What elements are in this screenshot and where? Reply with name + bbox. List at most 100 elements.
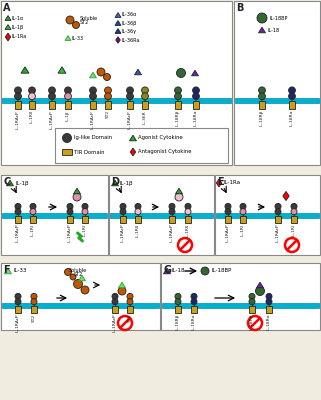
Text: IL-1β: IL-1β [66, 110, 70, 120]
Circle shape [291, 203, 297, 210]
Circle shape [259, 93, 265, 100]
Polygon shape [116, 37, 120, 43]
Bar [127, 101, 133, 108]
Circle shape [67, 209, 73, 215]
Polygon shape [111, 180, 118, 186]
Text: IL-18Rβ: IL-18Rβ [176, 314, 180, 330]
Text: IL-36R: IL-36R [143, 110, 147, 124]
Circle shape [14, 87, 22, 94]
Bar [289, 101, 295, 108]
Circle shape [70, 274, 76, 280]
Circle shape [15, 203, 21, 210]
Bar [15, 101, 21, 108]
Text: C: C [3, 177, 10, 187]
Circle shape [48, 87, 56, 94]
Bar [235, 98, 319, 102]
Circle shape [193, 93, 199, 100]
Text: ST2: ST2 [106, 110, 110, 118]
Bar [216, 212, 319, 218]
Polygon shape [115, 29, 121, 33]
Text: IL-36β: IL-36β [122, 20, 137, 26]
Circle shape [73, 22, 80, 28]
Polygon shape [192, 70, 198, 76]
Text: IL-18: IL-18 [267, 28, 279, 32]
Circle shape [31, 298, 37, 305]
Bar [193, 101, 199, 108]
Circle shape [142, 93, 148, 100]
Circle shape [82, 209, 88, 215]
Circle shape [175, 93, 181, 100]
Bar [62, 149, 72, 155]
Bar [259, 101, 265, 108]
Bar [249, 306, 255, 312]
Polygon shape [129, 135, 136, 141]
Circle shape [65, 87, 71, 94]
Text: IL-1RAcP: IL-1RAcP [16, 110, 20, 128]
Circle shape [191, 293, 197, 300]
Text: IL-1RAcP: IL-1RAcP [276, 224, 280, 242]
Bar [135, 216, 141, 222]
Circle shape [66, 16, 74, 24]
Text: IL-1RAcP: IL-1RAcP [50, 110, 54, 128]
Polygon shape [283, 192, 289, 200]
Bar [82, 216, 88, 222]
Circle shape [169, 203, 175, 210]
Text: ST2: ST2 [128, 314, 132, 322]
Circle shape [175, 293, 181, 300]
Circle shape [112, 298, 118, 305]
Text: ST2: ST2 [80, 20, 89, 26]
Bar [185, 216, 191, 222]
Bar [110, 212, 213, 218]
Bar [266, 306, 272, 312]
Bar [1, 263, 160, 330]
Text: IL-1RAcP: IL-1RAcP [113, 314, 117, 332]
Text: IL-18Rα: IL-18Rα [194, 110, 198, 126]
Text: IL-1RAcP: IL-1RAcP [128, 110, 132, 128]
Circle shape [289, 87, 295, 94]
Circle shape [175, 87, 181, 94]
Bar [2, 98, 231, 102]
Text: IL-18: IL-18 [172, 268, 186, 274]
Bar [169, 216, 175, 222]
Bar [112, 306, 118, 312]
Bar [109, 175, 214, 255]
Circle shape [285, 238, 299, 252]
Polygon shape [258, 27, 265, 33]
Circle shape [256, 286, 265, 296]
Text: IL-1RI: IL-1RI [292, 224, 296, 236]
Bar [1, 1, 232, 165]
Text: IL-18Rα: IL-18Rα [192, 314, 196, 330]
Circle shape [177, 68, 186, 78]
Text: G: G [163, 265, 171, 275]
Bar [215, 175, 320, 255]
Text: IL-1RII: IL-1RII [186, 224, 190, 237]
Polygon shape [134, 69, 142, 75]
Circle shape [175, 298, 181, 305]
Text: Soluble: Soluble [69, 268, 87, 272]
Circle shape [191, 298, 197, 305]
Bar [30, 216, 36, 222]
Circle shape [29, 87, 35, 94]
Polygon shape [4, 268, 12, 274]
Circle shape [48, 93, 56, 100]
Circle shape [193, 87, 199, 94]
Text: IL-18Rβ: IL-18Rβ [250, 314, 254, 330]
Circle shape [65, 268, 72, 276]
Circle shape [73, 193, 81, 201]
Text: IL-18Rβ: IL-18Rβ [176, 110, 180, 126]
Circle shape [275, 209, 281, 215]
Circle shape [259, 87, 265, 94]
Circle shape [248, 316, 262, 330]
Circle shape [240, 209, 246, 215]
Bar [142, 101, 148, 108]
Circle shape [105, 93, 111, 100]
Text: ST2: ST2 [32, 314, 36, 322]
Bar [31, 306, 37, 312]
Bar [120, 216, 126, 222]
Bar [1, 175, 108, 255]
Polygon shape [21, 67, 29, 73]
Bar [161, 263, 320, 330]
Polygon shape [90, 72, 97, 78]
Text: IL-1RAcP: IL-1RAcP [226, 224, 230, 242]
Polygon shape [176, 188, 183, 194]
